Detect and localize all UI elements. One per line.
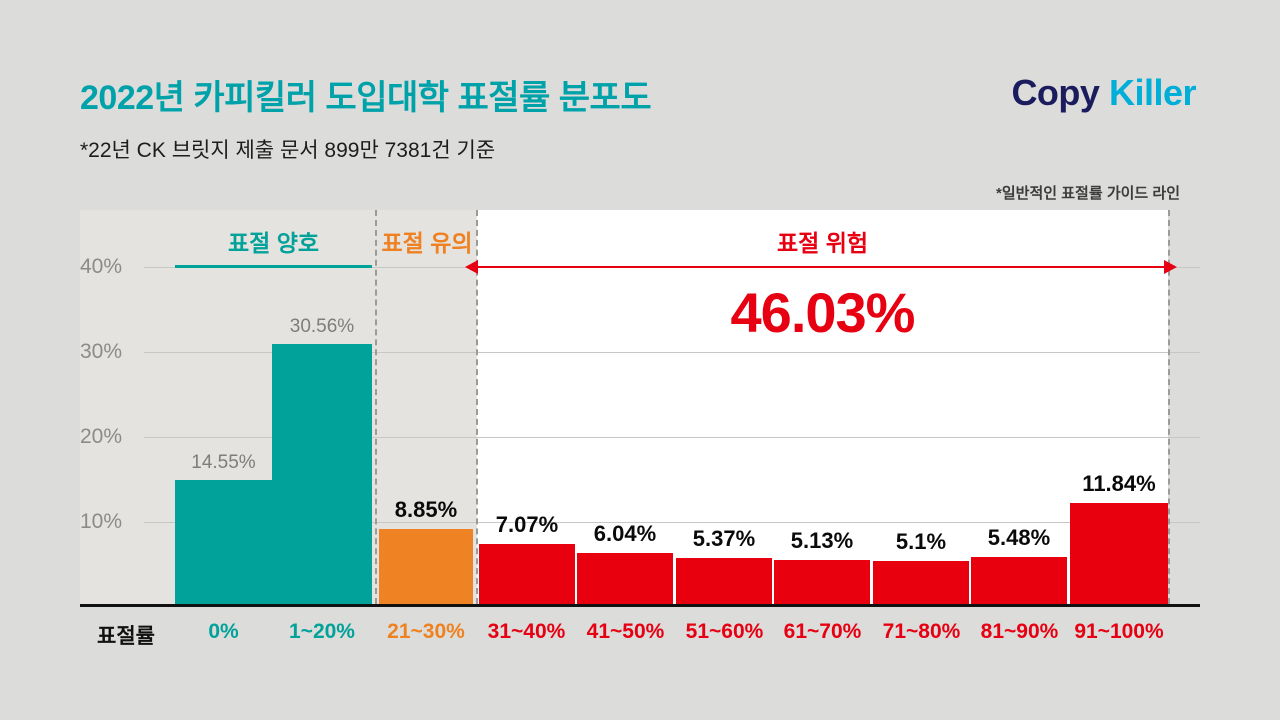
bar-value-label: 5.1% [895, 528, 947, 554]
x-tick-5: 51~60% [685, 620, 764, 643]
zone-divider-safe-caution [375, 210, 377, 604]
gridline-10 [144, 522, 1200, 523]
copykiller-logo: Copy Killer [1011, 72, 1196, 114]
bar-group-7: 5.1% [873, 529, 969, 604]
bar-value-label: 8.85% [394, 496, 458, 522]
bar-value-label: 5.48% [987, 525, 1051, 551]
bar-group-2: 8.85% [379, 497, 473, 604]
bar-7 [873, 560, 969, 604]
zone-divider-caution-danger [476, 210, 478, 604]
bar-group-8: 5.48% [971, 525, 1067, 604]
bar-8 [971, 557, 1067, 604]
bar-5 [676, 558, 772, 604]
y-tick-20: 20% [80, 425, 123, 448]
bar-6 [774, 560, 870, 604]
y-tick-40: 40% [80, 255, 123, 278]
bar-0 [175, 480, 272, 604]
bar-value-label: 30.56% [289, 316, 355, 338]
bar-group-9: 11.84% [1070, 471, 1168, 604]
logo-word-killer: Killer [1108, 72, 1197, 113]
y-tick-10: 10% [80, 510, 123, 533]
subtitle: *22년 CK 브릿지 제출 문서 899만 7381건 기준 [80, 139, 496, 162]
bar-value-label: 6.04% [593, 520, 657, 546]
bar-value-label: 5.37% [692, 526, 756, 552]
bar-3 [479, 543, 575, 604]
x-tick-2: 21~30% [387, 620, 465, 643]
zone-divider-right-edge [1168, 210, 1170, 604]
x-tick-4: 41~50% [586, 620, 665, 643]
bar-1 [272, 344, 372, 604]
zone-label-caution: 표절 유의 [381, 230, 473, 256]
bar-group-3: 7.07% [479, 512, 575, 604]
bar-group-4: 6.04% [577, 521, 673, 604]
safe-zone-underline [175, 265, 372, 268]
bar-group-5: 5.37% [676, 526, 772, 604]
x-axis-title: 표절률 [97, 625, 155, 648]
bar-value-label: 14.55% [191, 452, 256, 474]
zone-label-safe: 표절 양호 [227, 230, 320, 256]
plagiarism-distribution-chart: 40% 30% 20% 10% 표절 양호 표절 유의 표절 위험 46.03%… [80, 210, 1200, 607]
zone-background-danger [477, 210, 1168, 604]
x-tick-1: 1~20% [289, 620, 355, 643]
bar-group-0: 14.55% [175, 452, 272, 604]
x-tick-9: 91~100% [1074, 620, 1164, 643]
danger-total-value: 46.03% [730, 281, 916, 344]
gridline-30 [144, 352, 1200, 353]
x-tick-0: 0% [208, 620, 239, 643]
logo-word-copy: Copy [1011, 72, 1100, 113]
bar-value-label: 11.84% [1082, 471, 1156, 497]
x-axis-labels: 표절률 0% 1~20% 21~30% 31~40% 41~50% 51~60%… [80, 620, 1200, 650]
bar-4 [577, 552, 673, 604]
danger-range-arrow [465, 260, 1177, 274]
bar-value-label: 7.07% [495, 511, 559, 537]
x-tick-3: 31~40% [487, 620, 566, 643]
zone-label-danger: 표절 위험 [776, 230, 869, 256]
bar-9 [1070, 503, 1168, 604]
y-tick-30: 30% [80, 340, 123, 363]
bar-2 [379, 528, 473, 604]
x-tick-7: 71~80% [882, 620, 961, 643]
gridline-20 [144, 437, 1200, 438]
bar-group-6: 5.13% [774, 528, 870, 604]
x-tick-8: 81~90% [980, 620, 1059, 643]
x-axis-baseline [80, 604, 1200, 607]
guideline-note: *일반적인 표절률 가이드 라인 [996, 185, 1180, 202]
bar-value-label: 5.13% [790, 528, 854, 554]
x-tick-6: 61~70% [783, 620, 862, 643]
page-title: 2022년 카피킬러 도입대학 표절률 분포도 [80, 79, 652, 117]
bar-group-1: 30.56% [272, 316, 372, 604]
